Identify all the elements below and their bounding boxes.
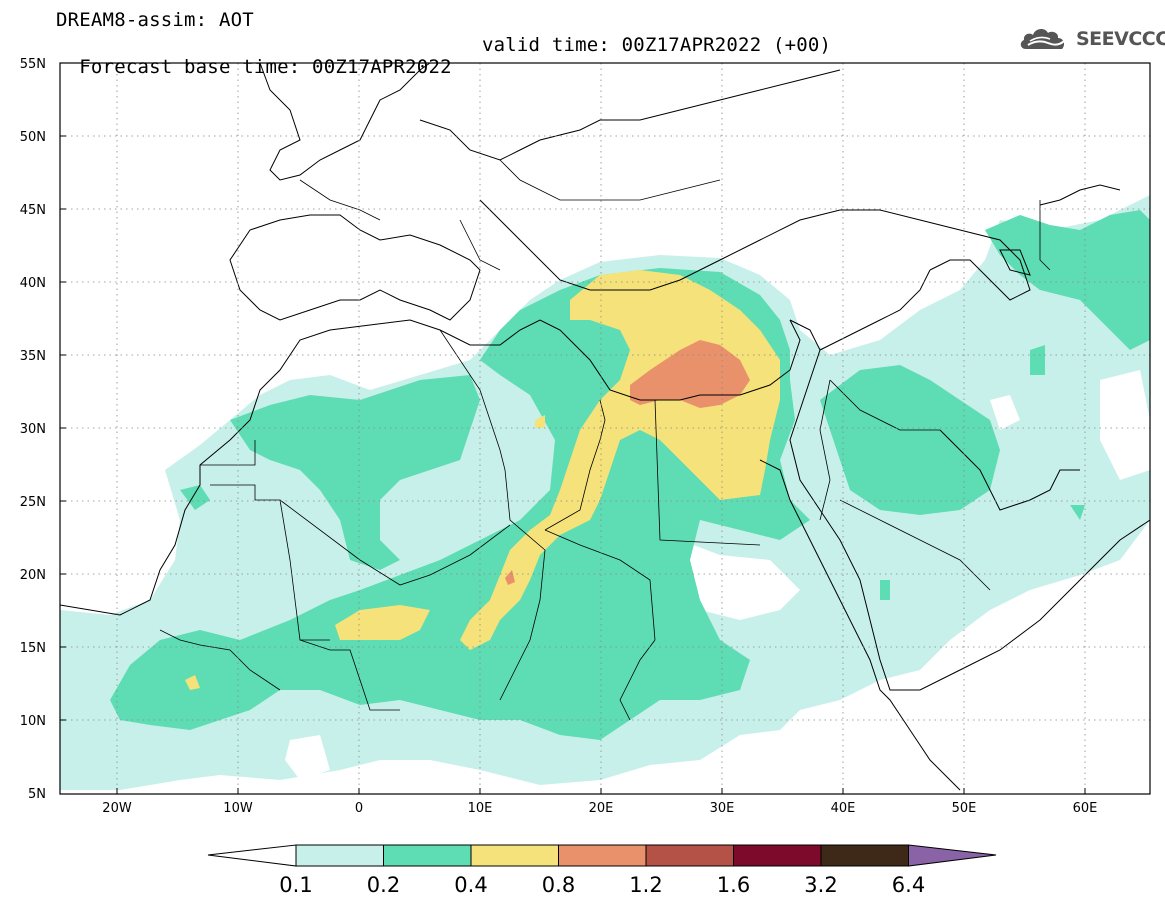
lon-tick-label: 60E [1073, 801, 1098, 816]
colorbar-swatch [820, 844, 909, 867]
lat-tick-label: 35N [20, 349, 46, 364]
lon-tick-label: 20E [589, 801, 614, 816]
colorbar-label: 0.2 [367, 873, 400, 897]
colorbar-under-arrow [207, 844, 297, 867]
colorbar-swatch [295, 844, 384, 867]
lon-tick-labels: 20W 10W 0 10E 20E 30E 40E 50E 60E [102, 801, 1097, 816]
cloud-logo-icon [1020, 29, 1065, 49]
colorbar-over-arrow [908, 844, 997, 867]
lon-tick-label: 0 [355, 801, 363, 816]
map-subtitle: Forecast base time: 00Z17APR2022 valid t… [56, 34, 831, 100]
colorbar-swatch [470, 844, 559, 867]
lat-tick-label: 5N [28, 787, 46, 802]
colorbar-label: 0.8 [542, 873, 575, 897]
lat-tick-label: 50N [20, 130, 46, 145]
graticule [60, 63, 1150, 794]
colorbar-label: 1.2 [629, 873, 662, 897]
lat-tick-label: 25N [20, 495, 46, 510]
country-borders [159, 159, 1051, 721]
lon-tick-label: 10E [468, 801, 493, 816]
colorbar [207, 844, 997, 867]
colorbar-label: 3.2 [804, 873, 837, 897]
lon-tick-label: 20W [102, 801, 132, 816]
lon-tick-label: 50E [952, 801, 977, 816]
lon-tick-label: 30E [710, 801, 735, 816]
lat-tick-label: 30N [20, 422, 46, 437]
map-title: DREAM8-assim: AOT [56, 9, 254, 31]
lat-tick-label: 15N [20, 641, 46, 656]
colorbar-label: 1.6 [717, 873, 750, 897]
logo-text: SEEVCCC [1076, 28, 1165, 50]
colorbar-label: 0.4 [454, 873, 487, 897]
lat-tick-label: 45N [20, 203, 46, 218]
lon-tick-label: 10W [223, 801, 253, 816]
colorbar-labels: 0.1 0.2 0.4 0.8 1.2 1.6 3.2 6.4 [279, 873, 925, 897]
coastlines [60, 63, 1150, 791]
lat-tick-labels: 5N 10N 15N 20N 25N 30N 35N 40N 45N 50N 5… [20, 57, 46, 802]
valid-time: valid time: 00Z17APR2022 (+00) [482, 34, 832, 56]
lat-tick-label: 55N [20, 57, 46, 72]
lat-tick-label: 40N [20, 276, 46, 291]
colorbar-swatch [383, 844, 472, 867]
lat-tick-label: 20N [20, 568, 46, 583]
colorbar-swatch [645, 844, 734, 867]
seevccc-logo: SEEVCCC [1018, 24, 1165, 54]
lat-tick-label: 10N [20, 714, 46, 729]
lon-tick-label: 40E [831, 801, 856, 816]
colorbar-label: 6.4 [892, 873, 925, 897]
colorbar-label: 0.1 [279, 873, 312, 897]
colorbar-swatch [733, 844, 822, 867]
colorbar-swatch [558, 844, 647, 867]
forecast-base-time: Forecast base time: 00Z17APR2022 [79, 56, 452, 78]
tick-marks [60, 135, 1086, 794]
